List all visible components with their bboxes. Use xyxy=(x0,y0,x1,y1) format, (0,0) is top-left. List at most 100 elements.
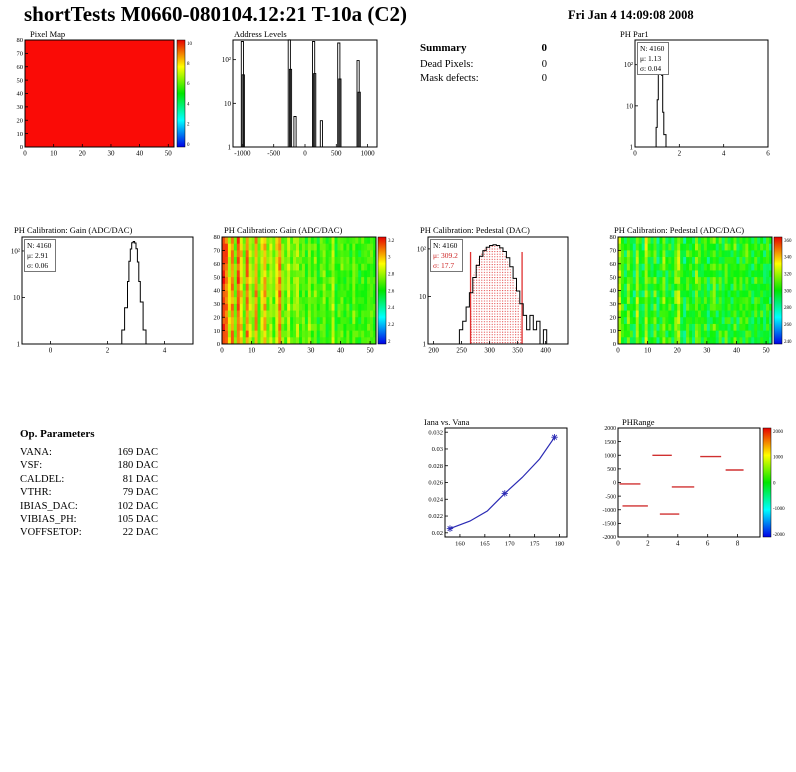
svg-text:30: 30 xyxy=(17,104,24,111)
summary-heading-row: Summary 0 xyxy=(420,42,547,54)
summary-row-value: 0 xyxy=(541,72,547,84)
svg-text:170: 170 xyxy=(505,541,515,548)
svg-text:70: 70 xyxy=(17,51,24,58)
svg-text:320: 320 xyxy=(784,272,792,277)
svg-text:10²: 10² xyxy=(11,247,20,255)
gain-map-panel: PH Calibration: Gain (ADC/DAC) 0 10 20 30 40… xyxy=(204,222,400,364)
op-label: VTHR: xyxy=(20,487,52,499)
gain-hist-panel: PH Calibration: Gain (ADC/DAC) N: 4160 μ… xyxy=(4,222,204,364)
svg-text:6: 6 xyxy=(706,540,710,548)
svg-text:10: 10 xyxy=(248,347,256,355)
svg-text:80: 80 xyxy=(17,37,24,44)
svg-text:10: 10 xyxy=(17,131,24,138)
svg-text:0: 0 xyxy=(220,347,224,355)
stats-line: N: 4160 xyxy=(27,241,52,250)
svg-text:2000: 2000 xyxy=(604,426,616,432)
svg-text:50: 50 xyxy=(214,274,221,281)
svg-text:40: 40 xyxy=(17,91,24,98)
op-row-caldel: CALDEL: 81 DAC xyxy=(20,473,158,486)
svg-text:-1000: -1000 xyxy=(602,508,616,514)
svg-text:60: 60 xyxy=(17,64,24,71)
svg-text:2: 2 xyxy=(187,123,190,128)
svg-text:4: 4 xyxy=(722,150,726,158)
op-value: 81 DAC xyxy=(122,473,158,485)
svg-text:10: 10 xyxy=(610,328,617,335)
svg-text:2: 2 xyxy=(388,340,391,345)
svg-text:20: 20 xyxy=(674,347,682,355)
svg-text:1500: 1500 xyxy=(604,440,616,446)
svg-text:240: 240 xyxy=(784,340,792,345)
svg-text:60: 60 xyxy=(610,261,617,268)
svg-text:50: 50 xyxy=(17,77,24,84)
svg-text:360: 360 xyxy=(784,239,792,244)
svg-text:0: 0 xyxy=(616,540,620,548)
op-row-vsf: VSF: 180 DAC xyxy=(20,459,158,472)
op-label: CALDEL: xyxy=(20,473,65,485)
svg-text:200: 200 xyxy=(428,347,439,355)
svg-text:160: 160 xyxy=(455,541,465,548)
op-value: 79 DAC xyxy=(122,487,158,499)
svg-text:10: 10 xyxy=(214,328,221,335)
svg-text:0.028: 0.028 xyxy=(428,463,443,470)
ph-range-chart: 0 2 4 6 8 2000 1500 1000 500 0 -500 -1000 -1500 -2000… xyxy=(602,426,785,548)
svg-text:0: 0 xyxy=(773,481,776,486)
svg-text:-1000: -1000 xyxy=(773,507,785,512)
svg-text:2.6: 2.6 xyxy=(388,289,395,294)
page-title: shortTests M0660-080104.12:21 T-10a (C2) xyxy=(24,2,408,26)
svg-text:4: 4 xyxy=(187,102,190,107)
ph-range-title: PHRange xyxy=(622,417,655,427)
svg-text:70: 70 xyxy=(610,248,617,255)
svg-text:30: 30 xyxy=(214,301,221,308)
svg-text:30: 30 xyxy=(107,150,115,158)
svg-text:10: 10 xyxy=(224,100,232,108)
svg-text:30: 30 xyxy=(703,347,711,355)
svg-text:20: 20 xyxy=(17,117,24,124)
gain-map-title: PH Calibration: Gain (ADC/DAC) xyxy=(224,225,343,235)
pedestal-hist-stats-box: N: 4160 μ: 309.2 σ: 17.7 xyxy=(430,239,463,273)
svg-text:20: 20 xyxy=(278,347,286,355)
op-value: 102 DAC xyxy=(117,500,158,512)
svg-text:500: 500 xyxy=(607,467,616,473)
svg-text:1000: 1000 xyxy=(604,453,616,459)
svg-text:10: 10 xyxy=(13,294,21,302)
summary-block: Summary 0 Dead Pixels: 0 Mask defects: 0 xyxy=(420,42,547,84)
svg-text:50: 50 xyxy=(610,274,617,281)
op-row-vthr: VTHR: 79 DAC xyxy=(20,486,158,499)
svg-text:-500: -500 xyxy=(605,494,616,500)
svg-text:-2000: -2000 xyxy=(773,533,785,538)
pedestal-hist-panel: PH Calibration: Pedestal (DAC) N: 4160 μ… xyxy=(408,222,584,364)
address-levels-chart: -1000 -500 0 500 1000 10² 10 1 xyxy=(222,39,378,158)
svg-text:0: 0 xyxy=(613,341,616,348)
svg-text:0.02: 0.02 xyxy=(432,530,443,537)
svg-text:10: 10 xyxy=(50,150,58,158)
stats-line: N: 4160 xyxy=(640,44,665,53)
svg-text:165: 165 xyxy=(480,541,490,548)
pedestal-hist-chart: 200 250 300 350 400 10² 10 1 xyxy=(417,236,569,355)
svg-text:2.4: 2.4 xyxy=(388,306,395,311)
svg-text:10²: 10² xyxy=(417,245,426,253)
report-timestamp: Fri Jan 4 14:09:08 2008 xyxy=(568,8,694,22)
gain-hist-stats-box: N: 4160 μ: 2.91 σ: 0.06 xyxy=(24,239,57,273)
svg-text:10²: 10² xyxy=(222,56,231,64)
svg-text:340: 340 xyxy=(784,256,792,261)
svg-text:0.032: 0.032 xyxy=(428,429,443,436)
svg-text:300: 300 xyxy=(784,289,792,294)
svg-text:400: 400 xyxy=(540,347,551,355)
address-levels-title: Address Levels xyxy=(234,29,287,39)
svg-text:40: 40 xyxy=(214,288,221,295)
stats-line: σ: 0.06 xyxy=(27,260,49,270)
svg-text:0.022: 0.022 xyxy=(428,513,443,520)
stats-line: σ: 0.04 xyxy=(640,63,662,73)
svg-text:0: 0 xyxy=(187,143,190,148)
summary-row-mask-defects: Mask defects: 0 xyxy=(420,73,547,84)
svg-text:10: 10 xyxy=(419,293,427,301)
op-value: 105 DAC xyxy=(117,514,158,526)
svg-text:10: 10 xyxy=(187,42,193,47)
svg-text:10: 10 xyxy=(626,102,634,110)
stats-line: σ: 17.7 xyxy=(433,260,455,270)
svg-text:70: 70 xyxy=(214,248,221,255)
svg-text:2: 2 xyxy=(106,347,110,355)
op-value: 180 DAC xyxy=(117,460,158,472)
gain-hist-title: PH Calibration: Gain (ADC/DAC) xyxy=(14,225,133,235)
op-row-voffsetop: VOFFSETOP: 22 DAC xyxy=(20,526,158,539)
